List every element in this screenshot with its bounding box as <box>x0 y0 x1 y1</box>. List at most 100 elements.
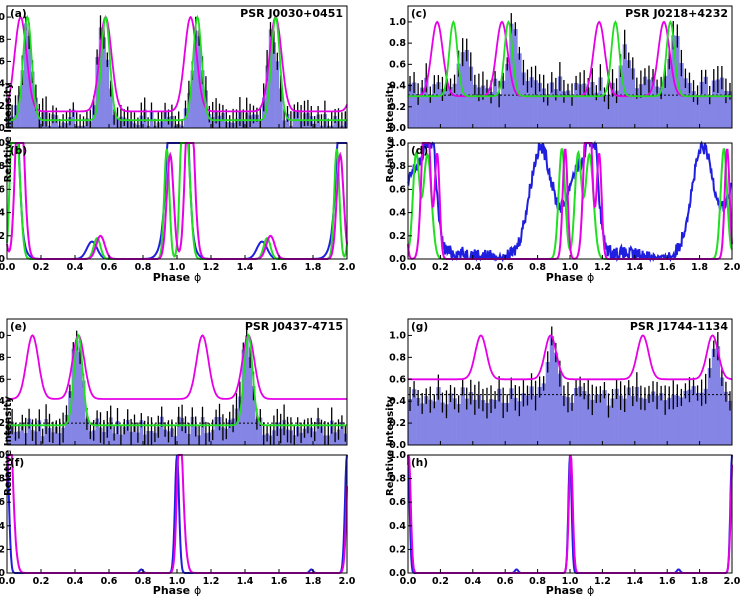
blue-emission-curve <box>407 140 733 263</box>
histogram-bar <box>460 387 465 445</box>
x-tick-label: 1.2 <box>203 576 220 587</box>
histogram-bar <box>675 395 680 445</box>
panel-label: (d) <box>411 145 428 157</box>
histogram-bar <box>452 398 457 445</box>
y-tick-label: 0.6 <box>0 56 5 67</box>
histogram-bar <box>64 414 69 445</box>
histogram-bar <box>444 84 449 128</box>
histogram-bar <box>719 377 725 445</box>
magenta-model-curve <box>7 334 347 400</box>
histogram-bar <box>671 394 676 445</box>
panel-label: (h) <box>411 457 428 469</box>
histogram-bar <box>707 368 713 445</box>
histogram-bar <box>177 416 181 445</box>
histogram-bar <box>160 416 164 445</box>
histogram-bar <box>448 393 453 445</box>
histogram-bar <box>489 91 494 128</box>
histogram-bar <box>416 94 421 128</box>
histogram-bar <box>296 110 300 128</box>
histogram-bar <box>646 394 652 445</box>
y-tick-label: 1.0 <box>389 450 406 461</box>
histogram-bar <box>122 426 127 445</box>
histogram-bar <box>634 88 640 128</box>
histogram-bar <box>517 53 522 129</box>
histogram-bar <box>622 44 627 128</box>
histogram-bar <box>574 387 579 445</box>
histogram-bar <box>626 60 632 128</box>
y-tick-label: 0.0 <box>389 123 406 134</box>
pulsar-name: PSR J0030+0451 <box>240 7 343 20</box>
histogram-bar <box>163 429 168 445</box>
histogram-bar <box>715 346 721 445</box>
histogram-bar <box>553 89 559 128</box>
magenta-emission-curve <box>407 142 733 260</box>
histogram-bar <box>95 57 100 128</box>
histogram-bar <box>214 416 219 445</box>
histogram-bar <box>484 88 490 128</box>
histogram-bar <box>655 86 660 128</box>
green-model-curve <box>7 333 347 427</box>
x-tick-label: 1.8 <box>305 262 322 273</box>
x-tick-label: 0.8 <box>529 576 546 587</box>
histogram-bar <box>549 335 555 445</box>
y-axis-label: Relative Intensity <box>385 396 396 496</box>
histogram-bar <box>245 335 249 445</box>
histogram-bar <box>655 395 660 445</box>
y-tick-label: 0.6 <box>389 374 406 385</box>
histogram-bar <box>602 94 607 128</box>
histogram-bar <box>545 361 551 445</box>
panel-label: (c) <box>411 8 427 20</box>
pulsar-name: PSR J0437-4715 <box>245 320 343 333</box>
histogram-bar <box>180 417 185 445</box>
histogram-bar <box>687 82 692 128</box>
green-model-curve <box>7 14 347 122</box>
histogram-bar <box>424 396 429 445</box>
histogram-bar <box>472 399 478 445</box>
x-tick-label: 0.8 <box>135 262 152 273</box>
histogram-bar <box>646 79 652 128</box>
histogram-bar <box>275 61 280 129</box>
histogram-bar <box>622 398 627 445</box>
histogram-bar <box>484 403 490 445</box>
histogram-bar <box>594 394 599 445</box>
histogram-bar <box>85 418 89 445</box>
x-tick-label: 1.6 <box>659 576 676 587</box>
panel-label: (a) <box>10 8 27 20</box>
y-tick-label: 0.0 <box>0 254 5 265</box>
x-tick-label: 2.0 <box>724 262 741 273</box>
histogram-bar <box>630 396 636 445</box>
y-tick-label: 0.4 <box>389 521 406 532</box>
histogram-bar <box>183 424 188 445</box>
y-tick-label: 0.0 <box>389 440 406 451</box>
histogram-bar <box>723 391 729 445</box>
histogram-bar <box>187 93 191 128</box>
y-tick-label: 0.8 <box>389 161 406 172</box>
histogram-bar <box>529 386 534 445</box>
y-tick-label: 0.6 <box>389 184 406 195</box>
y-tick-label: 0.2 <box>0 418 5 429</box>
histogram-bar <box>464 398 470 445</box>
histogram-bar <box>582 391 587 445</box>
histogram-bar <box>109 88 113 128</box>
histogram-bar <box>248 357 253 445</box>
y-tick-label: 1.0 <box>0 138 5 149</box>
histogram-bar <box>306 425 310 445</box>
histogram-bar <box>476 395 482 445</box>
histogram-bar <box>272 42 276 129</box>
histogram-bar <box>541 383 546 445</box>
y-tick-label: 1.0 <box>0 330 5 341</box>
y-tick-label: 0.6 <box>0 184 5 195</box>
histogram-bar <box>610 398 615 445</box>
histogram-bar <box>561 395 567 445</box>
histogram-bar <box>525 395 530 445</box>
y-tick-label: 0.2 <box>0 101 5 112</box>
histogram-bar <box>456 403 461 445</box>
histogram-bar <box>606 405 611 445</box>
y-tick-label: 0.8 <box>0 474 5 485</box>
x-tick-label: 0.4 <box>67 262 84 273</box>
histogram-bar <box>521 393 526 445</box>
histogram-bar <box>699 392 704 445</box>
histogram-bar <box>586 87 591 128</box>
histogram-bar <box>37 420 42 445</box>
magenta-emission-curve <box>6 454 348 574</box>
